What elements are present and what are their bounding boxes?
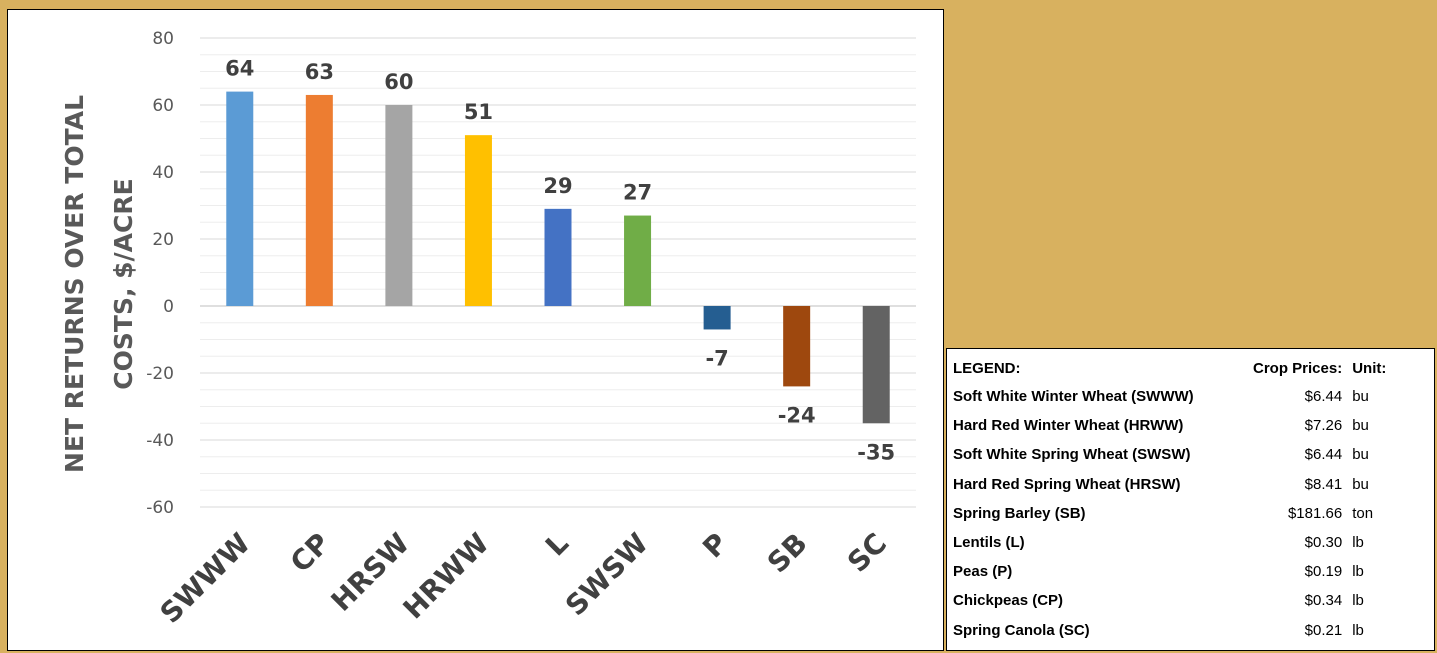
y-tick-label: -40 bbox=[146, 431, 174, 451]
y-tick-label: 20 bbox=[152, 230, 174, 250]
crop-price: $181.66 bbox=[1287, 504, 1343, 522]
x-category-label: SWSW bbox=[559, 527, 655, 623]
crop-prices-table: LEGEND: Crop Prices: Unit: Soft White Wi… bbox=[953, 354, 1428, 645]
legend-header-unit: Unit: bbox=[1352, 359, 1387, 377]
y-axis-title-line1: NET RETURNS OVER TOTAL bbox=[60, 95, 89, 473]
crop-name: Soft White Spring Wheat (SWSW) bbox=[953, 446, 1191, 464]
legend-row: Soft White Winter Wheat (SWWW) $6.44 bu bbox=[953, 382, 1428, 411]
crop-unit: lb bbox=[1352, 563, 1364, 581]
legend-panel: LEGEND: Crop Prices: Unit: Soft White Wi… bbox=[946, 348, 1435, 651]
y-tick-label: 60 bbox=[152, 96, 174, 116]
crop-unit: bu bbox=[1352, 388, 1369, 406]
x-category-label: CP bbox=[284, 527, 336, 579]
legend-header-label: LEGEND: bbox=[953, 359, 1021, 377]
y-axis-ticks: 80 60 40 20 0 -20 -40 -60 bbox=[146, 29, 174, 518]
crop-name: Chickpeas (CP) bbox=[953, 592, 1064, 610]
crop-price: $7.26 bbox=[1304, 417, 1343, 435]
bar-l bbox=[544, 208, 572, 306]
legend-row: Peas (P) $0.19 lb bbox=[953, 557, 1428, 586]
y-tick-label: -60 bbox=[146, 498, 174, 518]
y-tick-label: -20 bbox=[146, 364, 174, 384]
crop-unit: lb bbox=[1352, 534, 1364, 552]
crop-price: $6.44 bbox=[1304, 446, 1343, 464]
bars bbox=[226, 91, 890, 424]
data-label: -7 bbox=[705, 346, 728, 370]
bar-swww bbox=[226, 91, 254, 306]
crop-unit: lb bbox=[1352, 621, 1364, 639]
crop-price: $0.21 bbox=[1304, 621, 1343, 639]
crop-price: $8.41 bbox=[1304, 475, 1343, 493]
crop-name: Spring Barley (SB) bbox=[953, 504, 1086, 522]
crop-price: $0.34 bbox=[1304, 592, 1343, 610]
crop-unit: bu bbox=[1352, 446, 1369, 464]
legend-row: Chickpeas (CP) $0.34 lb bbox=[953, 586, 1428, 615]
legend-row: Spring Barley (SB) $181.66 ton bbox=[953, 499, 1428, 528]
data-labels: 64 63 60 51 29 27 -7 -24 -35 bbox=[225, 57, 895, 465]
data-label: -24 bbox=[778, 403, 816, 427]
crop-name: Hard Red Spring Wheat (HRSW) bbox=[953, 475, 1181, 493]
x-category-label: SWWW bbox=[154, 527, 257, 630]
x-category-label: HRWW bbox=[397, 527, 496, 626]
data-label: 60 bbox=[384, 70, 413, 94]
chart-panel: 80 60 40 20 0 -20 -40 -60 64 63 60 51 29 27 -7 -24 -35 … bbox=[7, 9, 944, 651]
bar-sc bbox=[862, 306, 890, 424]
crop-name: Spring Canola (SC) bbox=[953, 621, 1090, 639]
y-tick-label: 80 bbox=[152, 29, 174, 49]
legend-header-row: LEGEND: Crop Prices: Unit: bbox=[953, 354, 1428, 382]
bar-sb bbox=[783, 306, 811, 387]
crop-unit: bu bbox=[1352, 417, 1369, 435]
crop-name: Hard Red Winter Wheat (HRWW) bbox=[953, 417, 1184, 435]
legend-row: Hard Red Spring Wheat (HRSW) $8.41 bu bbox=[953, 470, 1428, 499]
x-category-label: SC bbox=[841, 527, 893, 579]
crop-price: $0.30 bbox=[1304, 534, 1343, 552]
data-label: -35 bbox=[857, 440, 895, 464]
bar-swsw bbox=[624, 215, 652, 306]
legend-header-price: Crop Prices: bbox=[1253, 359, 1343, 377]
bar-hrww bbox=[464, 135, 492, 306]
crop-price: $0.19 bbox=[1304, 563, 1343, 581]
crop-name: Lentils (L) bbox=[953, 534, 1025, 552]
y-tick-label: 0 bbox=[163, 297, 174, 317]
bar-hrsw bbox=[385, 105, 413, 306]
legend-row: Lentils (L) $0.30 lb bbox=[953, 528, 1428, 557]
data-label: 51 bbox=[464, 100, 493, 124]
data-label: 29 bbox=[543, 174, 572, 198]
legend-row: Hard Red Winter Wheat (HRWW) $7.26 bu bbox=[953, 411, 1428, 440]
bar-p bbox=[703, 306, 731, 330]
crop-unit: bu bbox=[1352, 475, 1369, 493]
data-label: 64 bbox=[225, 57, 254, 81]
crop-unit: lb bbox=[1352, 592, 1364, 610]
y-axis-title-line2: COSTS, $/ACRE bbox=[109, 178, 138, 389]
crop-name: Soft White Winter Wheat (SWWW) bbox=[953, 388, 1194, 406]
x-category-label: L bbox=[539, 527, 575, 563]
crop-name: Peas (P) bbox=[953, 563, 1013, 581]
data-label: 27 bbox=[623, 181, 652, 205]
crop-unit: ton bbox=[1352, 504, 1374, 522]
y-tick-label: 40 bbox=[152, 163, 174, 183]
legend-row: Spring Canola (SC) $0.21 lb bbox=[953, 616, 1428, 645]
data-label: 63 bbox=[305, 60, 334, 84]
legend-row: Soft White Spring Wheat (SWSW) $6.44 bu bbox=[953, 440, 1428, 469]
x-category-label: SB bbox=[761, 527, 814, 580]
bar-cp bbox=[305, 94, 333, 306]
x-category-label: P bbox=[696, 527, 734, 565]
crop-price: $6.44 bbox=[1304, 388, 1343, 406]
